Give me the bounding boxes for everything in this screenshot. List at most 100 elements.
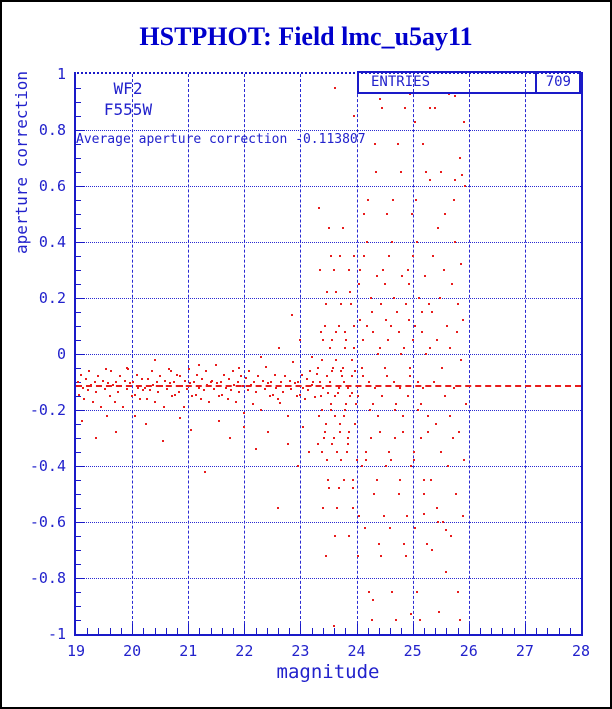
y-minor-tick [76, 312, 81, 313]
data-point [250, 383, 253, 386]
data-point [86, 389, 89, 392]
x-minor-tick [120, 628, 122, 634]
data-point [85, 378, 88, 381]
data-point [413, 459, 416, 462]
data-point [80, 420, 83, 423]
data-point [94, 437, 97, 439]
data-point [182, 406, 185, 409]
x-minor-tick [558, 628, 560, 634]
data-point [351, 507, 354, 509]
data-point [455, 330, 458, 333]
data-point [414, 325, 417, 327]
data-point [105, 368, 108, 371]
data-point [427, 431, 430, 434]
y-minor-tick [76, 270, 81, 271]
data-point [369, 437, 372, 439]
data-point [417, 381, 420, 383]
data-point [292, 361, 295, 364]
data-point [312, 381, 315, 383]
data-point [83, 397, 86, 400]
data-point [308, 369, 311, 372]
data-point [404, 302, 407, 305]
data-point [162, 406, 165, 409]
y-gridline [76, 186, 581, 187]
x-major-tick [412, 624, 414, 634]
data-point [426, 414, 429, 417]
data-point [186, 388, 189, 390]
data-point [261, 379, 264, 382]
data-point [443, 269, 446, 271]
data-point [320, 451, 323, 453]
data-point [260, 409, 263, 411]
data-point [196, 374, 199, 376]
data-point [385, 465, 388, 467]
data-point [130, 395, 133, 397]
x-minor-tick [210, 628, 212, 634]
data-point [103, 388, 106, 390]
data-point [340, 375, 343, 378]
x-minor-tick [345, 628, 347, 634]
x-tick-label: 25 [403, 642, 422, 660]
x-minor-tick [367, 628, 369, 634]
data-point [398, 493, 401, 495]
data-point [331, 367, 334, 369]
data-point [207, 400, 210, 403]
data-point [329, 403, 332, 406]
entries-box: ENTRIES 709 [357, 71, 581, 94]
data-point [418, 619, 421, 621]
data-point [287, 442, 290, 445]
data-point [239, 375, 242, 378]
data-point [463, 185, 466, 187]
average-correction-text: Average aperture correction -0.113807 [76, 132, 366, 147]
data-point [367, 381, 370, 383]
data-point [172, 381, 175, 383]
data-point [149, 389, 152, 392]
data-point [127, 368, 130, 371]
data-point [132, 381, 135, 383]
data-point [445, 325, 448, 327]
data-point [371, 311, 374, 313]
data-point [219, 381, 222, 383]
data-point [392, 381, 395, 383]
y-minor-tick [76, 620, 81, 621]
data-point [333, 414, 336, 417]
data-point [285, 385, 288, 388]
data-point [209, 381, 212, 383]
data-point [390, 241, 393, 243]
data-point [157, 390, 160, 393]
average-line [76, 384, 581, 387]
data-point [198, 364, 201, 367]
data-point [319, 330, 322, 333]
data-point [421, 311, 424, 313]
data-point [288, 379, 291, 382]
data-point [204, 470, 207, 473]
data-point [438, 610, 441, 613]
data-point [328, 487, 331, 490]
data-point [128, 382, 131, 385]
data-point [256, 375, 259, 378]
y-tick-label: 0.2 [38, 289, 66, 307]
data-point [76, 381, 79, 383]
data-point [440, 171, 443, 173]
x-minor-tick [390, 628, 392, 634]
x-minor-tick [255, 628, 257, 634]
data-point [401, 414, 404, 417]
data-point [380, 554, 383, 557]
data-point [384, 367, 387, 369]
data-point [214, 364, 217, 367]
data-point [197, 386, 200, 389]
data-point [370, 297, 373, 299]
data-point [174, 393, 177, 396]
y-minor-tick [76, 200, 81, 201]
data-point [248, 369, 251, 372]
data-point [414, 120, 417, 123]
data-point [402, 431, 405, 434]
data-point [137, 386, 140, 389]
data-point [326, 479, 329, 481]
x-minor-tick [480, 628, 481, 634]
x-tick-label: 20 [123, 642, 142, 660]
data-point [372, 599, 375, 602]
data-point [95, 390, 98, 393]
data-point [187, 368, 190, 371]
